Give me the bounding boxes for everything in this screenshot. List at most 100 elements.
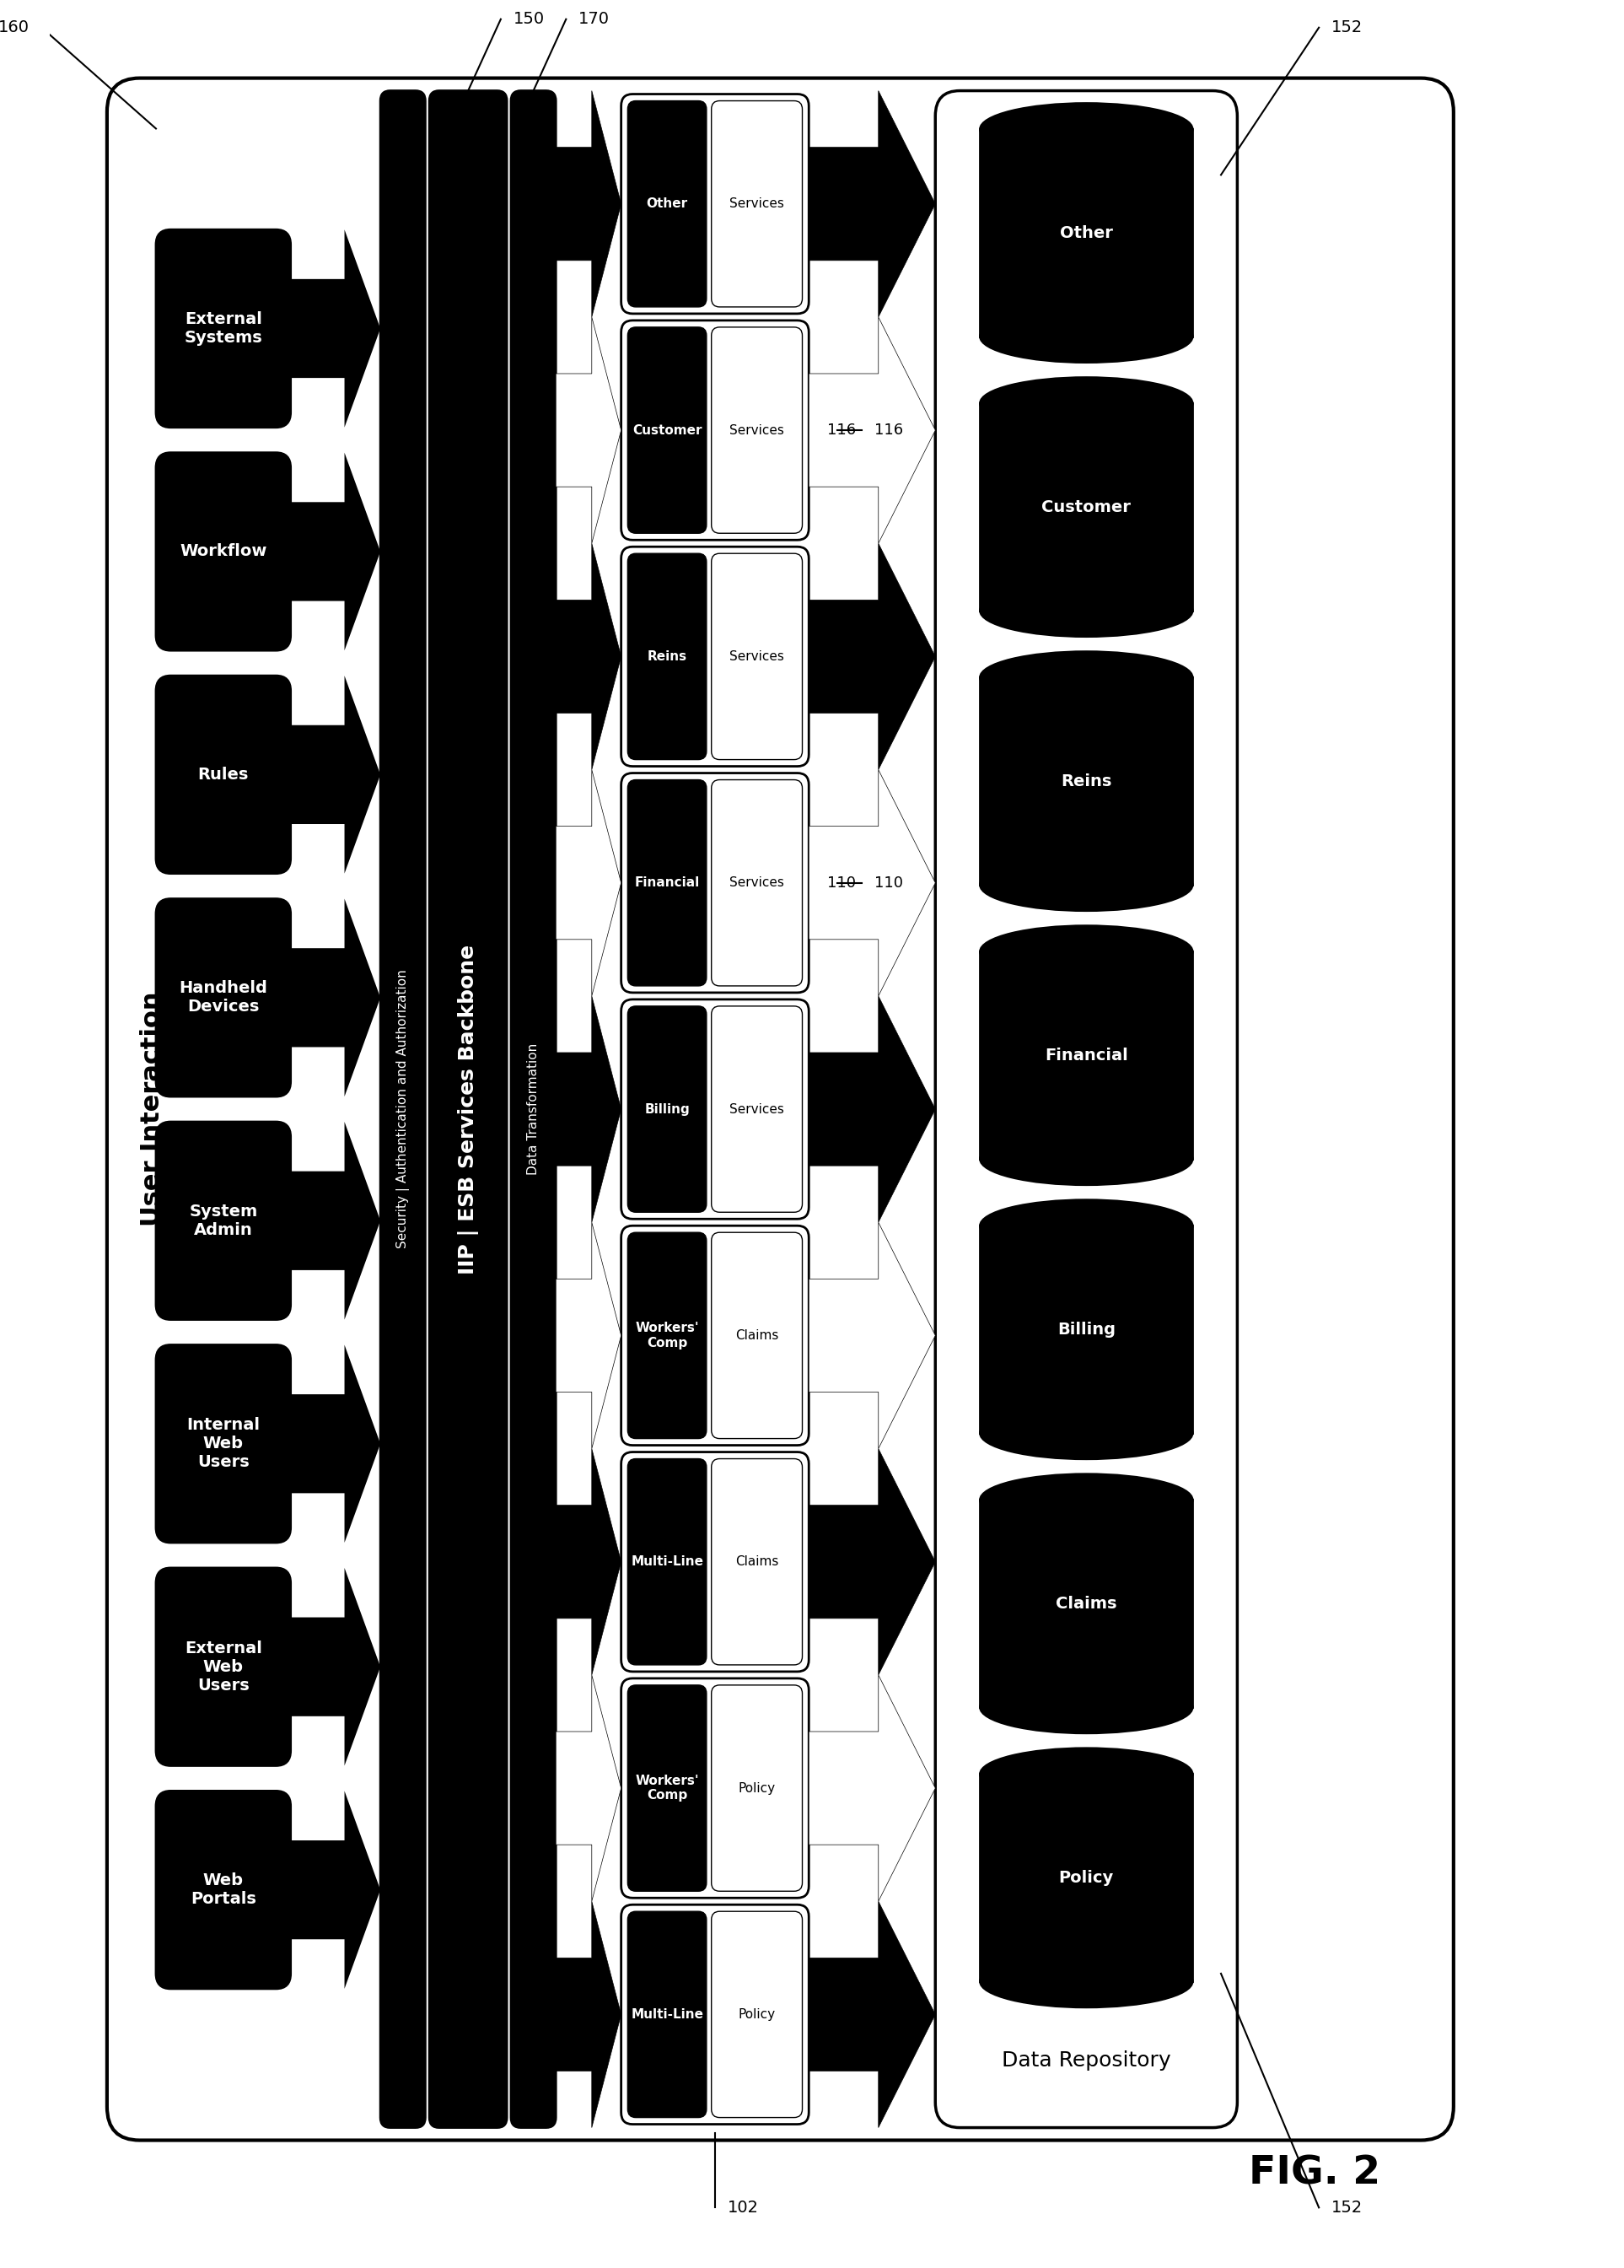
Text: Services: Services [729,1102,784,1116]
Polygon shape [809,1901,935,2127]
FancyBboxPatch shape [156,229,291,426]
Text: Services: Services [729,651,784,662]
Text: Multi-Line: Multi-Line [630,1556,703,1567]
Text: 104: 104 [827,1554,856,1569]
Text: 116: 116 [874,422,903,438]
FancyBboxPatch shape [620,547,809,767]
Text: Workers'
Comp: Workers' Comp [635,1322,698,1349]
Polygon shape [809,1222,935,1449]
FancyBboxPatch shape [620,1000,809,1218]
FancyBboxPatch shape [512,91,555,2127]
Bar [981,129,1192,336]
Ellipse shape [981,1681,1192,1733]
Text: Rules: Rules [198,767,248,782]
Text: 102: 102 [827,2007,856,2023]
Polygon shape [555,318,620,544]
Text: Reins: Reins [1060,773,1112,789]
FancyBboxPatch shape [711,780,802,987]
Ellipse shape [981,1955,1192,2007]
Ellipse shape [981,1406,1192,1458]
Text: Web
Portals: Web Portals [190,1873,257,1907]
FancyBboxPatch shape [107,77,1453,2141]
FancyBboxPatch shape [935,91,1237,2127]
Text: 160: 160 [0,20,29,36]
Polygon shape [291,1567,380,1767]
Text: Services: Services [729,424,784,435]
Polygon shape [291,898,380,1095]
FancyBboxPatch shape [620,93,809,313]
Polygon shape [809,996,935,1222]
Ellipse shape [981,376,1192,429]
Polygon shape [555,996,620,1222]
Text: External
Systems: External Systems [184,311,263,345]
Polygon shape [555,1676,620,1901]
Text: Financial: Financial [635,875,700,889]
Text: Other: Other [1060,225,1112,240]
Bar [981,1499,1192,1708]
Text: Reins: Reins [648,651,687,662]
Ellipse shape [981,311,1192,363]
Text: External
Web
Users: External Web Users [185,1640,261,1694]
Text: Claims: Claims [736,1329,778,1343]
Text: Other: Other [646,197,689,211]
Text: 170: 170 [578,11,609,27]
Polygon shape [291,676,380,873]
FancyBboxPatch shape [156,1792,291,1989]
Text: Multi-Line: Multi-Line [630,2007,703,2021]
FancyBboxPatch shape [711,327,802,533]
FancyBboxPatch shape [627,1458,706,1665]
Text: Workers'
Comp: Workers' Comp [635,1774,698,1801]
Polygon shape [809,544,935,769]
Text: Security | Authentication and Authorization: Security | Authentication and Authorizat… [396,971,409,1250]
Text: Policy: Policy [1059,1869,1114,1885]
FancyBboxPatch shape [711,1232,802,1438]
Polygon shape [291,1792,380,1989]
Polygon shape [809,318,935,544]
Polygon shape [555,544,620,769]
Text: 118: 118 [827,649,856,665]
Polygon shape [555,1901,620,2127]
Polygon shape [555,769,620,996]
Ellipse shape [981,1134,1192,1184]
FancyBboxPatch shape [627,1912,706,2118]
Ellipse shape [981,1474,1192,1526]
Polygon shape [291,229,380,426]
Ellipse shape [981,104,1192,154]
Text: Billing: Billing [645,1102,690,1116]
FancyBboxPatch shape [627,1685,706,1892]
Bar [981,1225,1192,1433]
Text: Claims: Claims [736,1556,778,1567]
Text: Workflow: Workflow [180,544,266,560]
Text: IIP | ESB Services Backbone: IIP | ESB Services Backbone [458,943,479,1275]
FancyBboxPatch shape [429,91,507,2127]
Text: FIG. 2: FIG. 2 [1249,2155,1380,2193]
FancyBboxPatch shape [620,773,809,993]
FancyBboxPatch shape [627,327,706,533]
FancyBboxPatch shape [711,1912,802,2118]
Ellipse shape [981,585,1192,637]
Text: 110: 110 [827,875,856,891]
Text: Policy: Policy [739,2007,775,2021]
Polygon shape [291,1123,380,1320]
FancyBboxPatch shape [156,1567,291,1767]
FancyBboxPatch shape [711,1007,802,1211]
FancyBboxPatch shape [627,1232,706,1438]
Bar [981,1774,1192,1982]
Text: Billing: Billing [1057,1322,1116,1338]
Text: 106: 106 [874,1102,903,1116]
FancyBboxPatch shape [620,1678,809,1898]
FancyBboxPatch shape [711,553,802,760]
Bar [981,678,1192,885]
FancyBboxPatch shape [156,676,291,873]
FancyBboxPatch shape [620,320,809,540]
Text: System
Admin: System Admin [188,1204,258,1238]
Text: 116: 116 [827,422,856,438]
FancyBboxPatch shape [627,553,706,760]
FancyBboxPatch shape [627,1007,706,1211]
Text: 152: 152 [1332,2200,1363,2216]
Bar [981,953,1192,1159]
FancyBboxPatch shape [156,898,291,1095]
Text: Financial: Financial [1044,1048,1129,1064]
FancyBboxPatch shape [156,1345,291,1542]
Ellipse shape [981,925,1192,978]
